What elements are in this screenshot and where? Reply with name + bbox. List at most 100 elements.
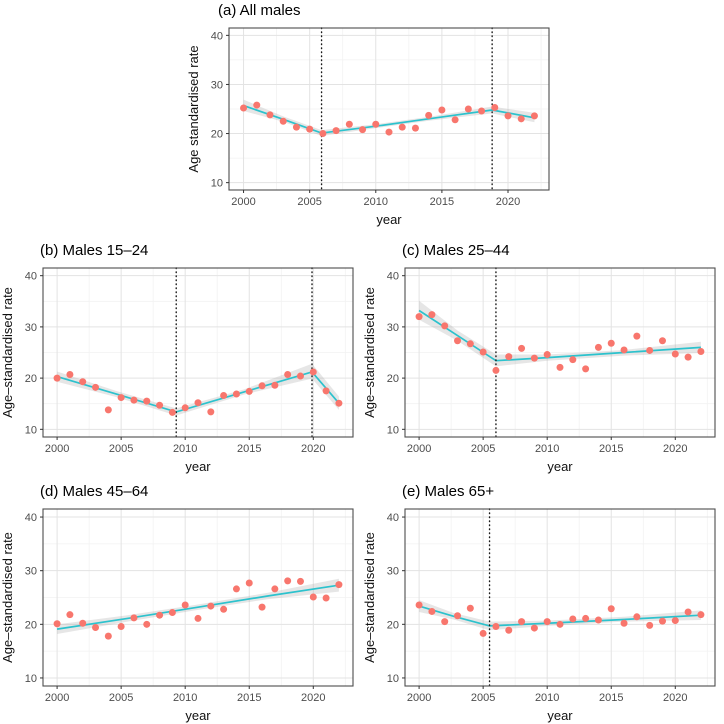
panel-males-25-44: (c) Males 25–44 2000 2005 2010 2015 2020 10 20… [362, 240, 724, 475]
x-tick-label: 2020 [496, 196, 520, 208]
panel-title-a: (a) All males [218, 2, 301, 19]
y-tick-label: 30 [387, 322, 399, 334]
x-tick-label: 2015 [237, 692, 261, 704]
data-point [53, 620, 61, 628]
data-point [438, 106, 446, 114]
data-point [279, 117, 287, 125]
data-point [335, 581, 343, 589]
x-tick-label: 2000 [407, 443, 431, 455]
data-point [428, 311, 436, 319]
data-points [415, 311, 705, 374]
y-tick-label: 20 [211, 129, 223, 141]
tick-labels: 2000 2005 2010 2015 2020 10 20 30 40 [211, 30, 521, 208]
data-point [646, 346, 654, 354]
x-tick-label: 2015 [237, 443, 261, 455]
grid-minor [405, 268, 715, 437]
x-tick-label: 2020 [301, 692, 325, 704]
data-point [156, 401, 164, 409]
data-point [633, 332, 641, 340]
data-point [504, 112, 512, 120]
data-point [296, 372, 304, 380]
data-point [492, 622, 500, 630]
trend-line [56, 370, 340, 413]
data-point [454, 337, 462, 345]
data-point [319, 130, 327, 138]
y-tick-label: 30 [211, 79, 223, 91]
data-point [117, 394, 125, 402]
chart-males-25-44: 2000 2005 2010 2015 2020 10 20 30 40 year Age–stan… [362, 267, 716, 474]
data-point [492, 366, 500, 374]
data-point [530, 624, 538, 632]
x-tick-label: 2000 [231, 196, 255, 208]
data-point [168, 609, 176, 617]
x-tick-label: 2015 [599, 443, 623, 455]
data-point [425, 111, 433, 119]
x-axis-title: year [547, 459, 573, 474]
data-point [284, 371, 292, 379]
y-tick-label: 10 [387, 424, 399, 436]
data-point [156, 611, 164, 619]
data-point [306, 125, 314, 133]
axis-titles: year Age–standardised rate [0, 532, 211, 723]
grid-minor [43, 268, 353, 437]
y-tick-label: 40 [25, 271, 37, 283]
data-points [53, 577, 343, 640]
x-tick-label: 2020 [663, 692, 687, 704]
y-axis-title: Age–standardised rate [0, 287, 15, 418]
chart-males-65plus: 2000 2005 2010 2015 2020 10 20 30 40 year Age–stan… [362, 508, 716, 723]
x-tick-label: 2000 [45, 692, 69, 704]
data-point [245, 579, 253, 587]
x-tick-label: 2005 [471, 692, 495, 704]
grid-major [405, 268, 715, 437]
panel-title-b: (b) Males 15–24 [40, 242, 149, 259]
data-point [671, 617, 679, 625]
data-point [309, 368, 317, 376]
y-tick-label: 10 [25, 424, 37, 436]
x-tick-label: 2010 [173, 443, 197, 455]
data-point [66, 371, 74, 379]
data-point [556, 620, 564, 628]
x-axis-title: year [547, 708, 573, 723]
data-point [253, 101, 261, 109]
panel-males-65plus: (e) Males 65+ 2000 2005 2010 2015 2020 10 20 30… [362, 481, 724, 724]
data-point [207, 602, 215, 610]
data-point [332, 127, 340, 135]
data-point [240, 104, 248, 112]
data-point [266, 111, 274, 119]
data-point [271, 381, 279, 389]
y-tick-label: 30 [387, 566, 399, 578]
data-point [556, 363, 564, 371]
data-point [398, 123, 406, 131]
y-tick-label: 20 [387, 373, 399, 385]
y-axis-title: Age–standardised rate [0, 532, 15, 663]
y-tick-label: 20 [387, 619, 399, 631]
panel-border [404, 267, 716, 438]
data-point [117, 622, 125, 630]
data-point [517, 115, 525, 123]
confidence-band [419, 300, 701, 367]
grid-major [43, 509, 353, 686]
y-axis-title: Age–standardised rate [362, 287, 377, 418]
data-point [479, 348, 487, 356]
data-point [671, 350, 679, 358]
data-point [66, 611, 74, 619]
data-point [345, 120, 353, 128]
data-point [385, 128, 393, 136]
data-point [491, 104, 499, 112]
data-point [415, 601, 423, 609]
data-point [143, 397, 151, 405]
y-axis-title: Age standardised rate [186, 45, 201, 172]
chart-males-15-24: 2000 2005 2010 2015 2020 10 20 30 40 year Age–stan… [0, 267, 354, 474]
x-tick-label: 2015 [430, 196, 454, 208]
axis-ticks [40, 275, 314, 440]
data-point [130, 614, 138, 622]
grid-minor [405, 509, 715, 686]
chart-all-males: 2000 2005 2010 2015 2020 10 20 30 40 year Age stan… [186, 27, 550, 227]
data-point [454, 612, 462, 620]
tick-labels: 2000 2005 2010 2015 2020 10 20 30 40 [25, 271, 326, 455]
data-point [79, 378, 87, 386]
panel-title-c: (c) Males 25–44 [402, 242, 510, 259]
data-point [582, 614, 590, 622]
data-point [505, 626, 513, 634]
data-point [292, 123, 300, 131]
